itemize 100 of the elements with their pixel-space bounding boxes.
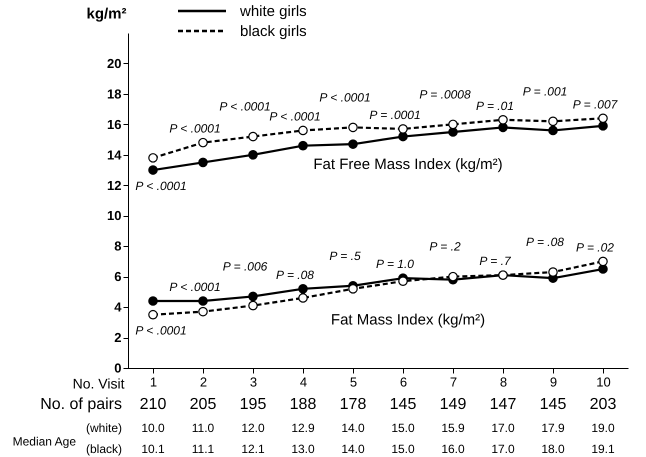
text: 203 <box>590 396 616 413</box>
x-tick-label: 6 <box>400 374 408 390</box>
y-tick-label: 2 <box>114 330 122 346</box>
text: 15.0 <box>391 421 415 435</box>
annotation: P < .0001 <box>319 90 371 104</box>
x-tick-label: 7 <box>450 374 458 390</box>
annotation: P = .02 <box>576 240 614 254</box>
annotation: P < .0001 <box>169 280 221 294</box>
legend-label: black girls <box>240 23 307 40</box>
text: 19.0 <box>591 421 615 435</box>
point <box>598 256 608 266</box>
y-tick-label: 8 <box>114 238 122 254</box>
text: 178 <box>340 396 366 413</box>
point <box>248 150 258 160</box>
annotation: P = .007 <box>572 97 619 112</box>
point <box>198 296 208 306</box>
text: 11.0 <box>192 421 215 435</box>
point <box>498 115 508 125</box>
annotation: P = .001 <box>522 84 568 98</box>
text: 149 <box>440 396 466 413</box>
x-tick-label: 5 <box>350 374 358 390</box>
annotation: P < .0001 <box>135 179 187 194</box>
text: 14.0 <box>341 442 365 456</box>
point <box>198 138 208 148</box>
text: Median Age <box>12 434 76 448</box>
point <box>598 114 608 124</box>
y-tick-label: 0 <box>114 360 122 376</box>
text: 210 <box>140 396 166 413</box>
text: 12.9 <box>291 421 315 435</box>
x-tick-label: 9 <box>550 374 558 390</box>
point <box>148 296 158 306</box>
text: 205 <box>190 396 216 413</box>
annotation: Fat Mass Index (kg/m²) <box>330 311 486 328</box>
point <box>298 293 308 303</box>
point <box>598 121 608 131</box>
text: 15.9 <box>441 421 465 435</box>
text: 188 <box>290 396 316 413</box>
annotation: Fat Free Mass Index (kg/m²) <box>313 156 503 173</box>
text: No. of pairs <box>40 396 122 413</box>
y-tick-label: 14 <box>107 147 122 162</box>
point <box>198 158 208 168</box>
annotation: P = .0008 <box>419 87 471 102</box>
annotation: P < .0001 <box>169 122 221 136</box>
y-tick-label: 12 <box>107 178 122 193</box>
x-tick-label: 3 <box>250 374 258 390</box>
x-tick-label: 1 <box>150 374 158 390</box>
point <box>148 310 158 320</box>
annotation: P = .0001 <box>369 108 421 122</box>
point <box>298 284 308 294</box>
point <box>348 122 358 132</box>
text: 147 <box>490 396 516 413</box>
annotation: P = .08 <box>526 235 564 250</box>
point <box>348 284 358 294</box>
point <box>298 126 308 136</box>
text: 15.0 <box>391 442 415 456</box>
annotation: P = .7 <box>479 254 512 268</box>
legend-label: white girls <box>239 3 307 20</box>
point <box>548 126 558 136</box>
point <box>248 300 258 310</box>
text: 18.0 <box>541 442 565 456</box>
text: (black) <box>86 442 122 456</box>
text: 12.0 <box>241 421 265 435</box>
text: 195 <box>240 396 266 413</box>
y-tick-label: 10 <box>107 208 122 224</box>
text: 12.1 <box>241 442 265 456</box>
point <box>248 292 258 302</box>
annotation: P = .01 <box>476 98 514 113</box>
y-tick-label: 20 <box>107 56 122 71</box>
text: (white) <box>86 421 122 435</box>
point <box>348 139 358 149</box>
annotation: P < .0001 <box>269 109 321 124</box>
point <box>198 306 208 316</box>
text: 17.0 <box>491 421 515 435</box>
text: 14.0 <box>341 421 365 435</box>
y-tick-label: 16 <box>107 116 122 132</box>
text: 19.1 <box>591 442 615 456</box>
point <box>298 140 308 150</box>
annotation: P = .2 <box>429 240 461 254</box>
text: 11.1 <box>192 442 215 456</box>
point <box>548 116 558 126</box>
text: 145 <box>540 396 566 413</box>
point <box>548 267 558 277</box>
point <box>248 132 258 142</box>
x-tick-label: 10 <box>596 374 611 390</box>
annotation: P = .5 <box>329 248 361 263</box>
x-tick-label: 4 <box>300 374 308 390</box>
point <box>448 120 458 130</box>
y-tick-label: 18 <box>107 86 122 102</box>
text: 17.9 <box>541 421 565 435</box>
x-tick-label: 2 <box>200 374 208 390</box>
text: 145 <box>390 396 416 413</box>
text: 13.0 <box>291 442 315 456</box>
annotation: P = 1.0 <box>376 257 414 272</box>
text: 17.0 <box>491 442 515 456</box>
annotation: P = .006 <box>222 259 268 274</box>
text: 10.1 <box>141 442 165 456</box>
text: 16.0 <box>441 442 465 456</box>
annotation: P < .0001 <box>135 324 187 338</box>
point <box>148 165 158 175</box>
text: 10.0 <box>141 421 165 435</box>
